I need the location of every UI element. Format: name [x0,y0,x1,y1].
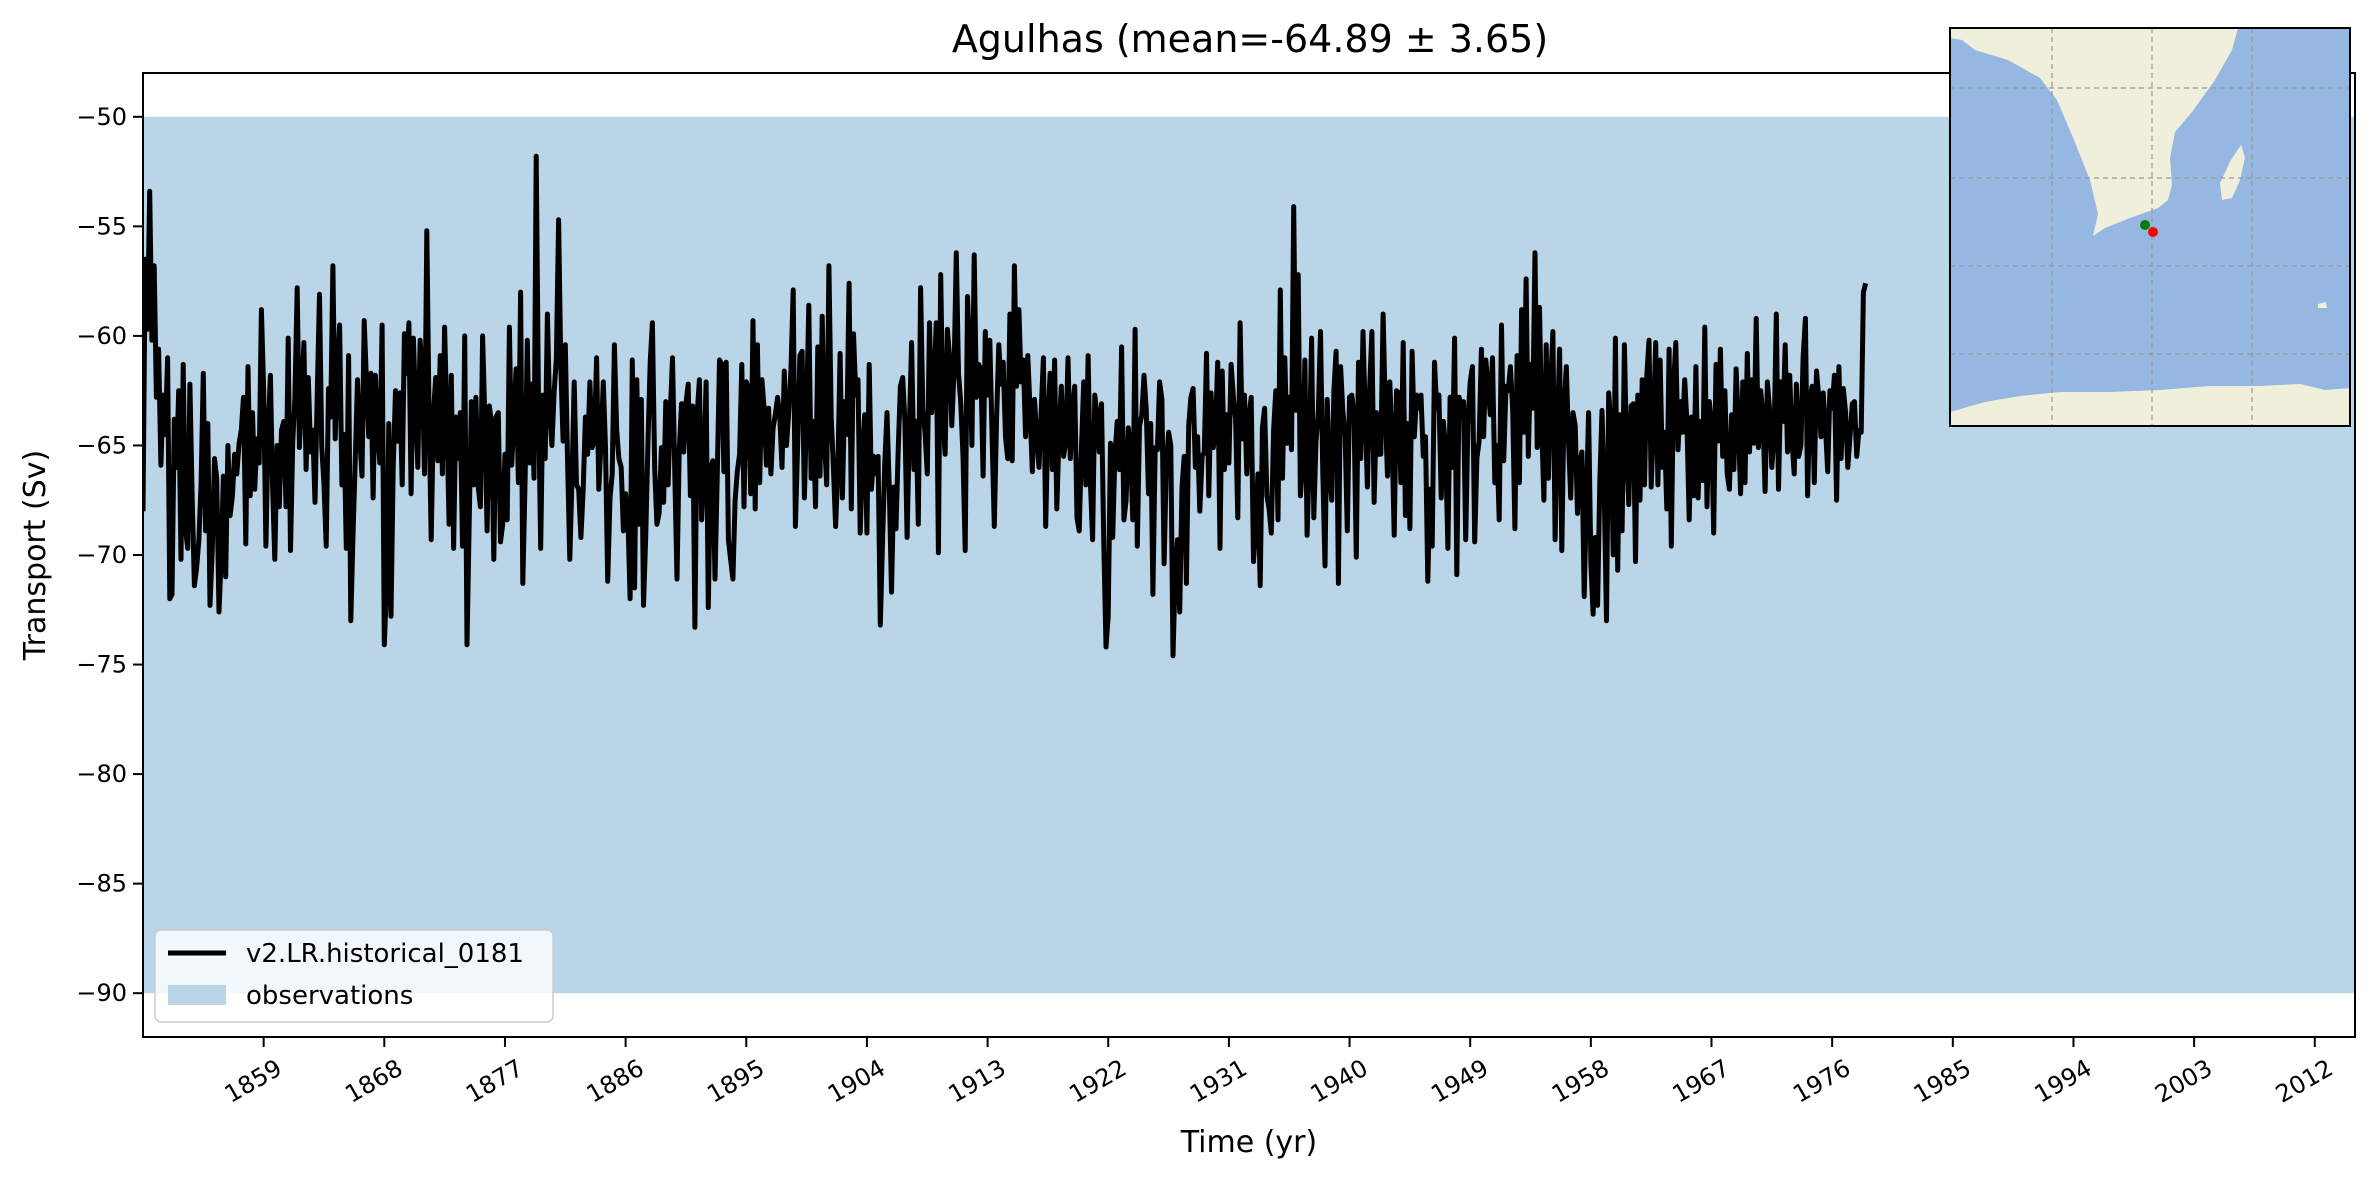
y-tick-label: −80 [76,760,127,788]
map-gridlines [1950,28,2350,426]
x-axis: 1859 1868 1877 1886 1895 1904 1913 1922 1931 1940… [220,1037,2338,1109]
y-tick-label: −50 [76,103,127,131]
map-land-antarctica [1950,384,2350,426]
series-layer [143,153,1869,659]
y-tick-label: −90 [76,979,127,1007]
x-tick-label: 1931 [1185,1054,1252,1109]
map-land-africa [1950,28,2238,236]
x-tick-label: 1904 [823,1054,890,1109]
series-line-0 [143,153,1869,659]
map-land-madagascar [2220,145,2245,200]
map-marker-red [2148,227,2158,237]
x-tick-label: 1958 [1547,1054,1614,1109]
legend-swatch-observations [168,985,226,1005]
y-tick-label: −75 [76,651,127,679]
x-tick-label: 1940 [1306,1054,1373,1109]
chart-title: Agulhas (mean=-64.89 ± 3.65) [952,17,1548,61]
legend: v2.LR.historical_0181 observations [154,929,554,1023]
y-tick-label: −85 [76,870,127,898]
x-tick-label: 1967 [1668,1054,1735,1109]
x-tick-label: 1976 [1788,1054,1855,1109]
x-tick-label: 2003 [2150,1054,2217,1109]
legend-label-observations: observations [246,981,413,1011]
inset-map [1949,27,2351,427]
x-tick-label: 1949 [1426,1054,1493,1109]
x-tick-label: 1868 [340,1054,407,1109]
x-tick-label: 1922 [1064,1054,1131,1109]
x-tick-label: 1895 [702,1054,769,1109]
x-tick-label: 1985 [1909,1054,1976,1109]
x-tick-label: 1859 [220,1054,287,1109]
x-tick-label: 1886 [582,1054,649,1109]
x-tick-label: 2012 [2271,1054,2338,1109]
x-tick-label: 1994 [2030,1054,2097,1109]
map-marker-green [2140,220,2150,230]
y-axis: −90 −85 −80 −75 −70 −65 −60 −55 −50 [76,103,143,1007]
y-tick-label: −60 [76,322,127,350]
y-tick-label: −55 [76,212,127,240]
inset-map-frame [1949,27,2351,427]
legend-label-series: v2.LR.historical_0181 [246,939,524,969]
x-tick-label: 1877 [461,1054,528,1109]
legend-box [154,929,554,1023]
y-tick-label: −70 [76,541,127,569]
x-axis-label: Time (yr) [1180,1125,1317,1160]
x-tick-label: 1913 [944,1054,1011,1109]
map-land-small-island [2318,302,2327,308]
y-axis-label: Transport (Sv) [18,450,53,662]
y-tick-label: −65 [76,431,127,459]
